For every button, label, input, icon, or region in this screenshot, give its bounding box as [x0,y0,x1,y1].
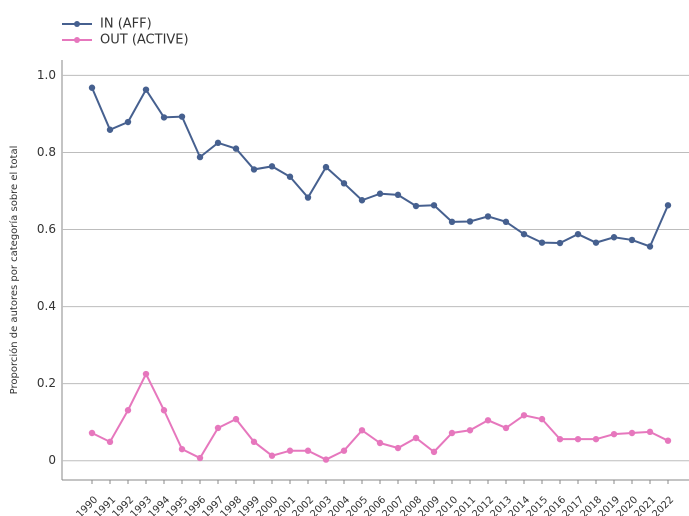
point [160,407,168,414]
y-tick-label: 0.4 [37,299,56,313]
y-tick-label: 1.0 [37,68,56,82]
point [358,427,366,434]
point [178,113,186,120]
legend-marker [74,21,80,27]
y-tick-label: 0.8 [37,145,56,159]
y-tick-label: 0.6 [37,222,56,236]
point [574,435,582,443]
point [358,197,366,204]
point [448,429,456,437]
point [88,84,96,91]
point [466,218,474,225]
point [502,424,510,432]
point [430,448,438,456]
point [376,190,384,197]
point [448,218,456,226]
point [232,415,240,423]
line [91,87,669,248]
point [466,427,474,434]
point [592,435,600,443]
point [574,230,582,238]
point [556,435,564,443]
point [628,236,636,244]
point [340,447,348,454]
y-axis-label: Proporción de autores por categoría sobr… [8,146,20,395]
point [484,417,492,424]
point [412,202,420,210]
point [268,452,276,459]
point [196,153,204,161]
point [376,439,384,447]
point [196,454,204,462]
point [214,139,222,147]
point [322,456,330,463]
legend-label: IN (AFF) [100,17,152,32]
y-tick-label: 0 [48,453,56,467]
point [106,438,114,446]
point [250,166,258,173]
point [286,173,294,180]
line [91,371,669,461]
point [250,438,258,446]
point [646,428,654,436]
point [142,370,150,378]
point [538,415,546,423]
point [502,218,510,226]
point [160,114,168,121]
point [520,412,528,419]
legend-label: OUT (ACTIVE) [100,33,189,48]
point [412,434,420,442]
point [520,230,528,238]
point [538,239,546,246]
point [106,126,114,133]
point [610,234,618,241]
point [88,429,96,437]
point [394,191,402,199]
legend-marker [74,37,80,43]
point [664,202,672,209]
point [556,239,564,247]
point [610,430,618,438]
point [628,429,636,437]
point [646,243,654,250]
point [484,213,492,220]
point [340,180,348,187]
point [286,447,294,454]
point [268,163,276,170]
point [124,118,132,126]
point [124,407,132,414]
point [430,202,438,209]
point [214,424,222,432]
point [178,445,186,453]
y-tick-label: 0.2 [37,376,56,390]
point [394,444,402,452]
point [142,86,150,93]
point [232,145,240,152]
point [322,163,330,171]
point [664,437,672,444]
point [592,239,600,246]
point [304,447,312,454]
point [304,194,312,201]
